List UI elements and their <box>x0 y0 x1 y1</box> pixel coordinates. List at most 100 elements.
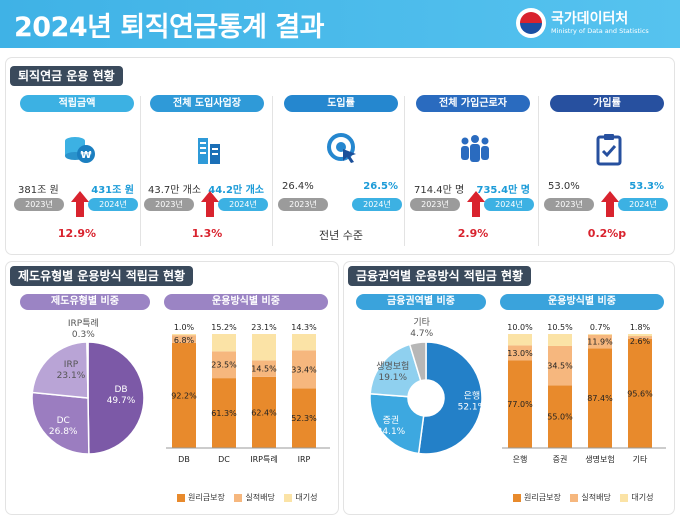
pie-value-label: 49.7% <box>107 396 136 406</box>
bar-value-label: 0.7% <box>590 323 611 332</box>
bar-value-label: 10.0% <box>507 323 533 332</box>
kpi-curr-value: 735.4만 명 <box>476 185 530 196</box>
kpi-prev-value: 43.7만 개소 <box>148 185 202 196</box>
bar-value-label: 10.5% <box>547 323 573 332</box>
bar-value-label: 14.5% <box>251 365 277 374</box>
bar-value-label: 1.8% <box>630 323 651 332</box>
pie-category-label: 은행 <box>464 390 481 402</box>
kpi-curr-value: 53.3% <box>629 181 664 192</box>
kpi-change: 12.9% <box>57 227 97 240</box>
bar-value-label: 13.0% <box>507 349 533 358</box>
kpi-change: 전년 수준 <box>319 229 363 242</box>
kpi-card: 도입률 26.4% 26.5% 2023년 2024년 전년 수준 <box>276 95 406 255</box>
bar-segment <box>172 342 196 448</box>
bar-value-label: 34.5% <box>547 362 573 371</box>
plan-method-bar-chart: 92.2% 6.8% 1.0% DB 61.3% 23.5% 15.2% DC 62.4% 14.… <box>166 323 330 464</box>
bar-value-label: 92.2% <box>171 391 197 400</box>
legend-label: 대기성 <box>631 493 654 502</box>
bar-segment <box>548 345 572 386</box>
pie-slice <box>369 392 425 455</box>
up-arrow-icon <box>467 191 485 202</box>
header-banner: 2024년 퇴직연금통계 결과 국가데이터처 Ministry of Data … <box>0 0 680 48</box>
bar-category-label: IRP특례 <box>250 454 277 464</box>
bar-segment <box>212 378 236 448</box>
kpi-curr-value: 44.2만 개소 <box>208 185 264 196</box>
bar-value-label: 23.1% <box>251 323 277 332</box>
clipboard-check-icon <box>592 132 626 166</box>
pie-category-label: IRP <box>64 360 79 370</box>
pie-value-label: 0.3% <box>72 330 95 340</box>
bar-value-label: 14.3% <box>291 323 317 332</box>
page-title: 2024년 퇴직연금통계 결과 <box>14 12 325 43</box>
bar-segment <box>172 335 196 343</box>
pie-category-label: IRP특례 <box>68 318 99 329</box>
bar-segment <box>588 334 612 335</box>
bar-value-label: 55.0% <box>547 413 573 422</box>
legend-swatch <box>513 493 521 502</box>
legend-swatch <box>284 493 293 502</box>
svg-text:₩: ₩ <box>80 150 91 161</box>
people-group-icon <box>458 132 492 166</box>
pie-value-label: 26.8% <box>49 427 78 437</box>
pie-slice <box>31 341 89 399</box>
pie-value-label: 52.1% <box>458 403 487 413</box>
legend-swatch <box>177 493 185 502</box>
up-arrow-icon <box>601 191 619 202</box>
bar-segment <box>588 334 612 349</box>
pie-category-label: DC <box>57 416 70 426</box>
kpi-prev-year: 2023년 <box>278 198 328 211</box>
bar-segment <box>588 348 612 448</box>
subtitle-sector-method: 운용방식별 비중 <box>500 294 664 310</box>
bar-segment <box>508 360 532 448</box>
bar-value-label: 6.8% <box>174 336 195 345</box>
kpi-prev-value: 26.4% <box>282 181 314 192</box>
bar-category-label: 기타 <box>633 455 648 464</box>
legend-plan: 원리금보장 실적배당 대기성 <box>170 492 317 503</box>
kpi-label: 전체 도입사업장 <box>150 95 264 112</box>
kpi-card: 가입률 53.0% 53.3% 2023년 2024년 0.2%p <box>542 95 672 255</box>
bar-value-label: 2.6% <box>630 337 651 346</box>
kpi-curr-year: 2024년 <box>618 198 668 211</box>
bar-category-label: IRP <box>298 455 311 464</box>
taeguk-logo-icon <box>516 8 546 38</box>
kpi-card: 적립금액 ₩381조 원 431조 원 2023년 2024년 12.9% <box>12 95 142 255</box>
up-arrow-icon <box>71 191 89 202</box>
bar-segment <box>292 334 316 351</box>
bar-segment <box>628 339 652 448</box>
legend-swatch <box>234 493 243 502</box>
bar-segment <box>292 388 316 448</box>
bar-segment <box>292 350 316 389</box>
bar-value-label: 15.2% <box>211 323 237 332</box>
bar-category-label: DC <box>218 455 230 464</box>
pie-value-label: 19.1% <box>378 373 407 383</box>
bar-category-label: 은행 <box>513 454 528 464</box>
coin-stack-icon: ₩ <box>62 132 96 166</box>
bar-segment <box>628 334 652 337</box>
kpi-divider <box>404 96 405 246</box>
section-title-financial-sector: 금융권역별 운용방식 적립금 현황 <box>348 266 532 286</box>
kpi-panel <box>6 58 674 254</box>
bar-segment <box>172 334 196 336</box>
bar-value-label: 52.3% <box>291 414 317 423</box>
pie-slice <box>87 341 145 455</box>
kpi-change: 2.9% <box>457 227 489 240</box>
bar-value-label: 61.3% <box>211 409 237 418</box>
legend-label: 실적배당 <box>581 493 611 502</box>
legend-swatch <box>570 493 579 502</box>
sector-method-bar-chart: 77.0% 13.0% 10.0% 은행 55.0% 34.5% 10.5% 증권 87.4% 1… <box>502 323 666 464</box>
bar-value-label: 1.0% <box>174 323 195 332</box>
bar-value-label: 77.0% <box>507 400 533 409</box>
kpi-prev-value: 381조 원 <box>18 185 59 196</box>
legend-label: 실적배당 <box>245 493 275 502</box>
up-arrow-stem <box>472 201 480 217</box>
pie-category-label: 증권 <box>383 414 400 426</box>
kpi-prev-value: 53.0% <box>548 181 580 192</box>
kpi-card: 전체 도입사업장 43.7만 개소 44.2만 개소 2023년 2024년 1.3% <box>142 95 272 255</box>
bar-category-label: 생명보험 <box>585 454 614 464</box>
kpi-curr-year: 2024년 <box>484 198 534 211</box>
kpi-divider <box>538 96 539 246</box>
bar-segment <box>252 376 276 448</box>
kpi-curr-year: 2024년 <box>218 198 268 211</box>
